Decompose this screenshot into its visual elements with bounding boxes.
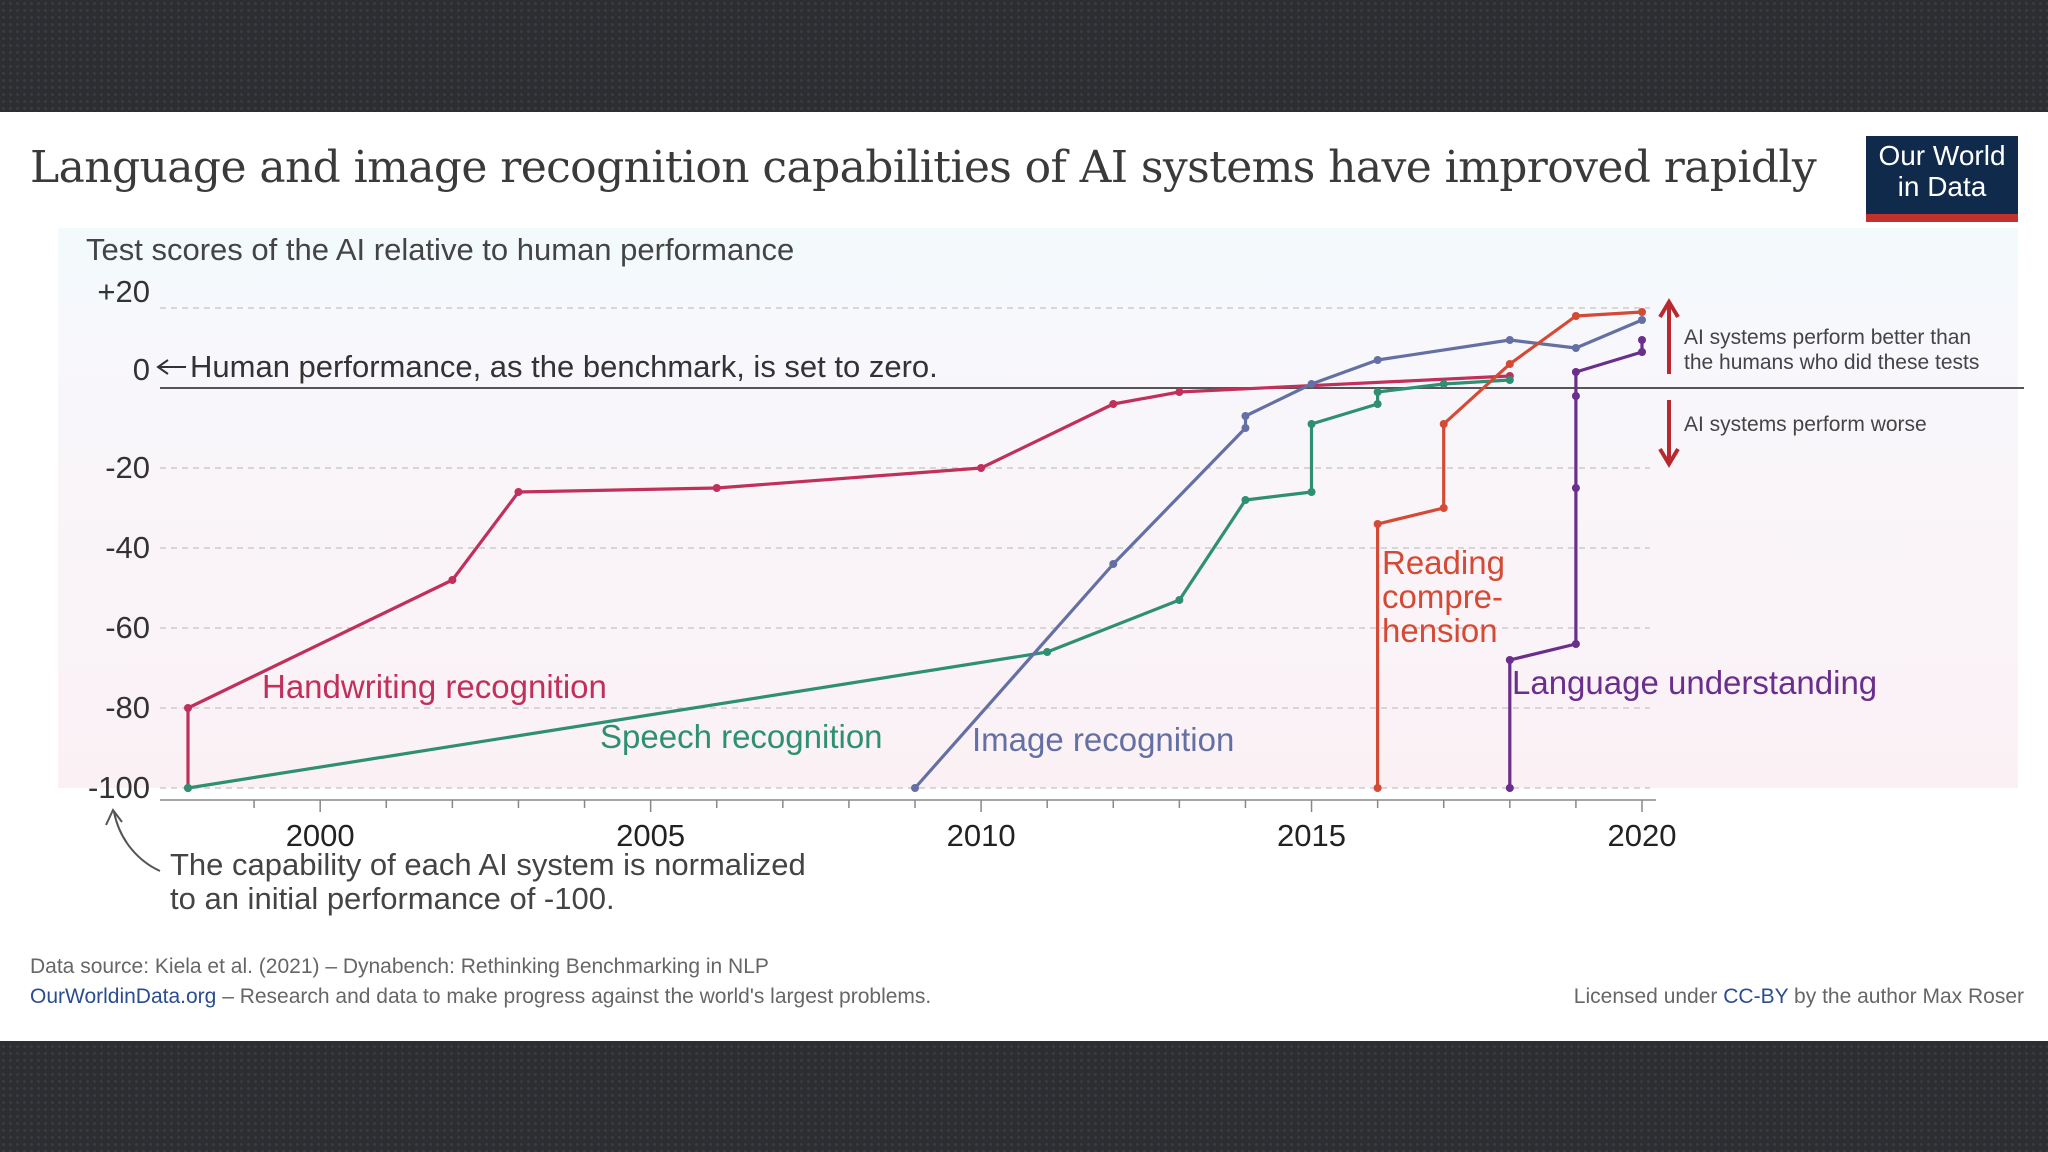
y-tick-label: +20 — [97, 274, 150, 309]
x-tick-label: 2005 — [616, 818, 685, 853]
logo-line-2: in Data — [1897, 171, 1987, 202]
baseline-note: Human performance, as the benchmark, is … — [190, 349, 938, 384]
data-point-0 — [1175, 388, 1184, 396]
data-point-2 — [911, 784, 919, 792]
y-tick-label: -20 — [105, 450, 150, 485]
data-point-3 — [1373, 520, 1382, 528]
arrow-down-icon — [1658, 400, 1680, 468]
data-point-0 — [1109, 400, 1118, 408]
y-tick-label: -100 — [88, 770, 150, 805]
curved-arrow-icon — [105, 808, 161, 872]
license-suffix: by the author Max Roser — [1788, 985, 2024, 1008]
legend-better-line-1: AI systems perform better than — [1684, 326, 1971, 349]
data-point-2 — [1241, 424, 1250, 432]
data-point-2 — [1307, 380, 1316, 388]
owid-footer-line: OurWorldinData.org – Research and data t… — [30, 985, 931, 1009]
label-reading-1: Reading — [1382, 544, 1505, 581]
label-handwriting: Handwriting recognition — [262, 668, 607, 705]
chart-area: +20 0 -20 -40 -60 -80 -100 2000 2005 2010 2015 202… — [58, 228, 2024, 916]
chart-card: Language and image recognition capabilit… — [0, 112, 2048, 1041]
data-point-4 — [1638, 348, 1646, 356]
license-prefix: Licensed under — [1573, 985, 1724, 1008]
cc-by-link[interactable]: CC-BY — [1723, 985, 1789, 1008]
data-point-4 — [1571, 640, 1580, 648]
data-point-1 — [1043, 648, 1052, 656]
data-point-3 — [1373, 784, 1382, 792]
label-reading-2: compre- — [1382, 578, 1503, 615]
grid-lines: +20 0 -20 -40 -60 -80 -100 — [88, 274, 2024, 805]
owid-tagline: – Research and data to make progress aga… — [216, 985, 932, 1008]
data-point-1 — [1505, 376, 1514, 384]
data-point-2 — [1505, 336, 1514, 344]
axes: 2000 2005 2010 2015 2020 — [160, 799, 1677, 853]
chart-series — [184, 308, 1646, 792]
plot-background — [58, 228, 2018, 788]
data-point-2 — [1638, 316, 1646, 324]
data-point-3 — [1638, 308, 1646, 316]
data-point-4 — [1571, 392, 1580, 400]
data-point-4 — [1505, 784, 1514, 792]
data-point-4 — [1505, 656, 1514, 664]
start-note-line-1: The capability of each AI system is norm… — [170, 847, 806, 882]
data-point-4 — [1638, 336, 1646, 344]
label-language: Language understanding — [1512, 664, 1877, 701]
x-tick-label: 2015 — [1277, 818, 1346, 853]
legend-worse: AI systems perform worse — [1684, 413, 1927, 436]
logo-line-1: Our World — [1878, 140, 2006, 171]
data-point-3 — [1439, 420, 1448, 428]
series-line-1 — [187, 378, 1510, 790]
data-point-1 — [1307, 420, 1316, 428]
data-point-3 — [1439, 504, 1448, 512]
license-line: Licensed under CC-BY by the author Max R… — [1574, 985, 2024, 1009]
label-speech: Speech recognition — [600, 718, 883, 755]
label-image: Image recognition — [972, 721, 1234, 758]
data-point-1 — [1439, 380, 1448, 388]
series-line-4 — [1508, 340, 1644, 788]
x-tick-label: 2010 — [947, 818, 1016, 853]
data-point-3 — [1571, 312, 1580, 320]
data-point-1 — [1241, 496, 1250, 504]
start-note-line-2: to an initial performance of -100. — [170, 881, 615, 916]
chart-title: Language and image recognition capabilit… — [30, 142, 1817, 193]
data-point-0 — [977, 464, 986, 472]
data-point-1 — [184, 784, 192, 792]
legend-better-line-2: the humans who did these tests — [1684, 351, 1979, 374]
owid-link[interactable]: OurWorldinData.org — [30, 985, 217, 1008]
owid-logo[interactable]: Our World in Data — [1866, 136, 2018, 222]
data-point-1 — [1373, 388, 1382, 396]
data-point-0 — [712, 484, 721, 492]
data-source: Data source: Kiela et al. (2021) – Dynab… — [30, 955, 769, 978]
data-point-0 — [448, 576, 457, 584]
x-tick-label: 2000 — [286, 818, 355, 853]
y-tick-label: 0 — [133, 352, 150, 387]
data-point-2 — [1373, 356, 1382, 364]
data-point-0 — [184, 704, 192, 712]
data-point-1 — [1175, 596, 1184, 604]
y-tick-label: -40 — [105, 530, 150, 565]
data-point-3 — [1505, 360, 1514, 368]
data-point-2 — [1241, 412, 1250, 420]
y-axis-title: Test scores of the AI relative to human … — [86, 232, 794, 267]
label-reading-3: hension — [1382, 612, 1498, 649]
baseline-arrow-icon — [156, 359, 186, 375]
data-point-4 — [1571, 368, 1580, 376]
data-point-1 — [1373, 400, 1382, 408]
y-tick-label: -60 — [105, 610, 150, 645]
y-tick-label: -80 — [105, 690, 150, 725]
arrow-up-icon — [1658, 298, 1680, 374]
data-point-1 — [1307, 488, 1316, 496]
data-point-4 — [1571, 484, 1580, 492]
data-point-2 — [1109, 560, 1118, 568]
data-point-2 — [1571, 344, 1580, 352]
x-tick-label: 2020 — [1608, 818, 1677, 853]
data-point-0 — [514, 488, 523, 496]
